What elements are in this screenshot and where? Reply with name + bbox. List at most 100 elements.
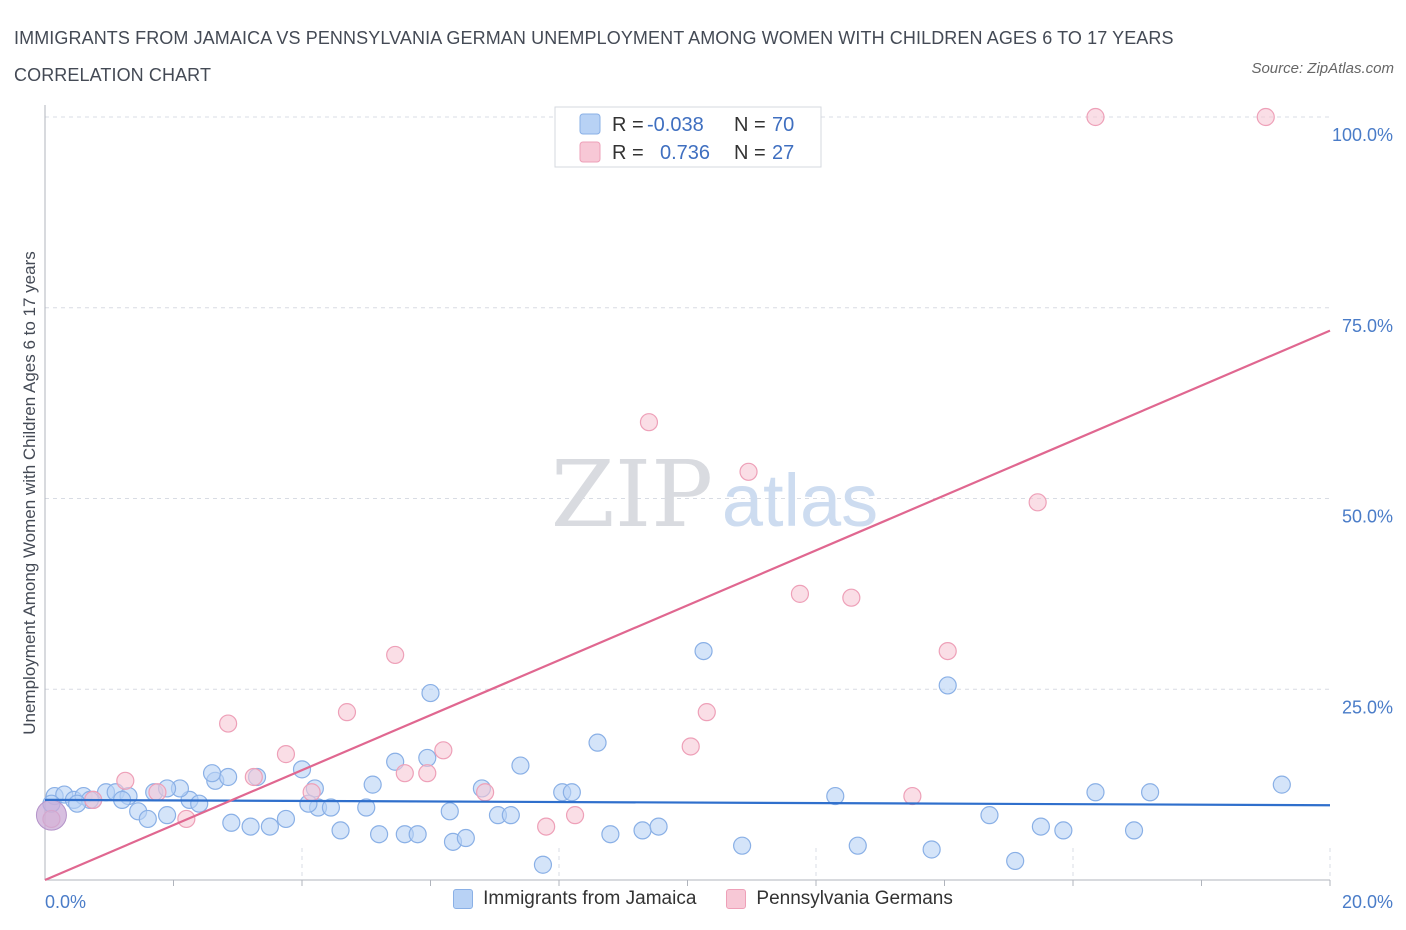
legend-n-label-1: N = <box>734 114 766 136</box>
point-jamaica <box>440 802 459 821</box>
point-jamaica <box>1031 817 1050 836</box>
point-jamaica <box>938 676 957 695</box>
point-jamaica <box>533 855 553 874</box>
point-pagerman <box>219 714 238 733</box>
x-tick-label: 20.0% <box>1342 892 1393 912</box>
watermark: ZIP atlas <box>551 441 878 548</box>
point-pagerman <box>116 771 135 790</box>
axes <box>44 105 1331 886</box>
point-jamaica <box>370 825 389 844</box>
watermark-zip: ZIP <box>551 441 713 548</box>
legend-item-pagerman: Pennsylvania Germans <box>726 888 953 910</box>
point-jamaica <box>321 798 341 817</box>
x-tick-label: 0.0% <box>45 892 86 912</box>
point-pagerman <box>790 584 810 603</box>
point-jamaica <box>421 683 440 703</box>
chart-title: IMMIGRANTS FROM JAMAICA VS PENNSYLVANIA … <box>14 28 1174 85</box>
point-pagerman <box>386 645 405 665</box>
point-pagerman <box>903 786 922 806</box>
trendline-jamaica <box>44 798 1331 807</box>
legend-swatch-jamaica <box>579 113 601 135</box>
point-jamaica <box>511 756 530 775</box>
y-axis-label: Unemployment Among Women with Children A… <box>20 251 39 735</box>
point-pagerman <box>565 806 585 825</box>
y-tick-label: 75.0% <box>1342 316 1393 336</box>
tick-labels: 25.0% 50.0% 75.0% 100.0% 0.0% 20.0% <box>45 125 1393 912</box>
point-jamaica <box>241 817 260 836</box>
legend-r-label-2: R = <box>612 142 644 164</box>
point-pagerman <box>418 764 437 783</box>
point-pagerman <box>1028 493 1047 512</box>
point-jamaica <box>331 821 350 840</box>
point-pagerman <box>302 783 321 802</box>
legend-label-jamaica: Immigrants from Jamaica <box>483 888 697 909</box>
point-jamaica <box>202 764 222 783</box>
point-pagerman <box>148 783 167 802</box>
point-pagerman <box>537 817 556 836</box>
point-jamaica <box>1124 821 1144 840</box>
point-jamaica <box>418 748 437 768</box>
legend-swatch-jamaica-bottom <box>453 889 474 909</box>
point-pagerman <box>1256 107 1275 127</box>
point-pagerman <box>434 741 453 760</box>
legend-r-value-1: -0.038 <box>647 114 704 136</box>
trendline-pagerman <box>44 329 1331 882</box>
point-jamaica <box>826 786 845 806</box>
legend-n-label-2: N = <box>734 142 766 164</box>
y-tick-label: 25.0% <box>1342 697 1393 717</box>
point-jamaica <box>276 809 296 829</box>
point-jamaica <box>1272 775 1291 794</box>
point-pagerman <box>739 462 758 481</box>
y-tick-label: 50.0% <box>1342 507 1393 527</box>
point-pagerman <box>639 413 659 432</box>
point-jamaica <box>601 825 620 844</box>
point-pagerman <box>276 745 296 764</box>
point-jamaica <box>222 813 241 832</box>
point-pagerman <box>681 737 700 756</box>
point-jamaica <box>588 733 607 752</box>
point-jamaica <box>848 836 867 855</box>
y-tick-label: 100.0% <box>1332 125 1393 145</box>
point-jamaica <box>408 825 427 844</box>
point-jamaica <box>190 794 209 813</box>
legend-r-label-1: R = <box>612 114 644 136</box>
point-jamaica <box>260 817 279 836</box>
point-jamaica <box>562 783 581 802</box>
legend-r-value-2: 0.736 <box>660 142 710 164</box>
point-jamaica <box>357 798 376 817</box>
legend-item-jamaica: Immigrants from Jamaica <box>453 888 696 910</box>
bottom-legend: Immigrants from Jamaica Pennsylvania Ger… <box>0 888 1406 910</box>
point-cluster <box>35 799 67 831</box>
point-jamaica <box>694 641 713 661</box>
legend-n-value-2: 27 <box>772 142 794 164</box>
point-jamaica <box>1086 783 1105 802</box>
point-pagerman <box>938 641 957 661</box>
point-jamaica <box>1006 851 1025 871</box>
source-label: Source: ZipAtlas.com <box>1251 60 1394 77</box>
point-jamaica <box>157 806 177 825</box>
point-jamaica <box>138 809 157 829</box>
point-jamaica <box>649 817 668 836</box>
point-pagerman <box>395 764 414 783</box>
legend-n-value-1: 70 <box>772 114 794 136</box>
legend-swatch-pagerman-bottom <box>726 889 747 909</box>
point-jamaica <box>219 767 238 787</box>
point-pagerman <box>842 588 861 607</box>
legend-box: R = -0.038 N = 70 R = 0.736 N = 27 <box>554 106 822 168</box>
point-jamaica <box>922 840 941 859</box>
point-jamaica <box>456 828 475 848</box>
point-jamaica <box>363 775 382 794</box>
legend-label-pagerman: Pennsylvania Germans <box>756 888 953 909</box>
point-jamaica <box>733 836 752 855</box>
trend-lines <box>44 329 1331 882</box>
point-jamaica <box>68 794 87 813</box>
point-jamaica <box>980 806 999 825</box>
point-pagerman <box>337 703 357 722</box>
point-jamaica <box>1054 821 1073 840</box>
point-jamaica <box>501 806 520 825</box>
point-jamaica <box>633 821 652 840</box>
point-pagerman <box>697 703 716 722</box>
point-pagerman <box>1086 107 1105 127</box>
point-pagerman <box>244 767 263 787</box>
